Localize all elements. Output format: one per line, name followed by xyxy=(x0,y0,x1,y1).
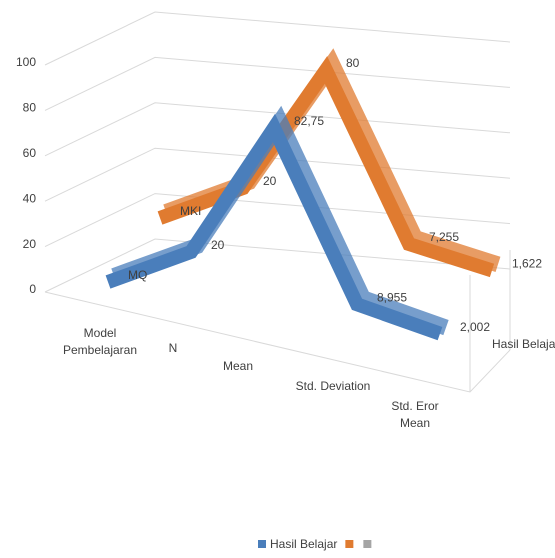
grid-line xyxy=(44,102,511,157)
series-ribbon xyxy=(105,113,443,341)
x-tick-label: Model Pembelajaran xyxy=(62,326,138,357)
data-label: 82,75 xyxy=(294,114,324,128)
legend-label: Hasil Belajar xyxy=(270,537,337,551)
series-ribbon xyxy=(157,56,495,278)
legend-swatch xyxy=(258,540,266,548)
y-tick-label: 80 xyxy=(23,101,37,115)
y-tick-label: 40 xyxy=(23,191,37,205)
data-label: 2,002 xyxy=(460,320,490,334)
data-label: MKI xyxy=(180,204,201,218)
data-label: MQ xyxy=(128,268,147,282)
data-label: 7,255 xyxy=(429,230,459,244)
x-tick-label: N xyxy=(168,341,178,355)
data-label: 8,955 xyxy=(377,290,407,304)
data-label: 20 xyxy=(263,174,277,188)
x-tick-label: Std. Deviation xyxy=(295,379,371,393)
legend-swatch xyxy=(363,540,372,548)
data-label: 80 xyxy=(346,56,360,70)
series-axis-label: Hasil Belajar xyxy=(492,337,555,351)
data-label: 20 xyxy=(211,238,225,252)
x-tick-label: Mean xyxy=(222,359,254,373)
grid-line xyxy=(44,56,511,111)
grid-line xyxy=(44,238,511,293)
data-label: 1,622 xyxy=(512,257,542,271)
legend-swatch xyxy=(345,540,354,548)
grid-line xyxy=(44,11,511,66)
y-tick-label: 100 xyxy=(16,55,36,69)
x-tick-label: Std. Eror Mean xyxy=(391,399,439,430)
y-tick-label: 0 xyxy=(29,282,36,296)
y-tick-label: 60 xyxy=(23,146,37,160)
y-tick-label: 20 xyxy=(23,237,37,251)
grid-line xyxy=(44,147,511,202)
